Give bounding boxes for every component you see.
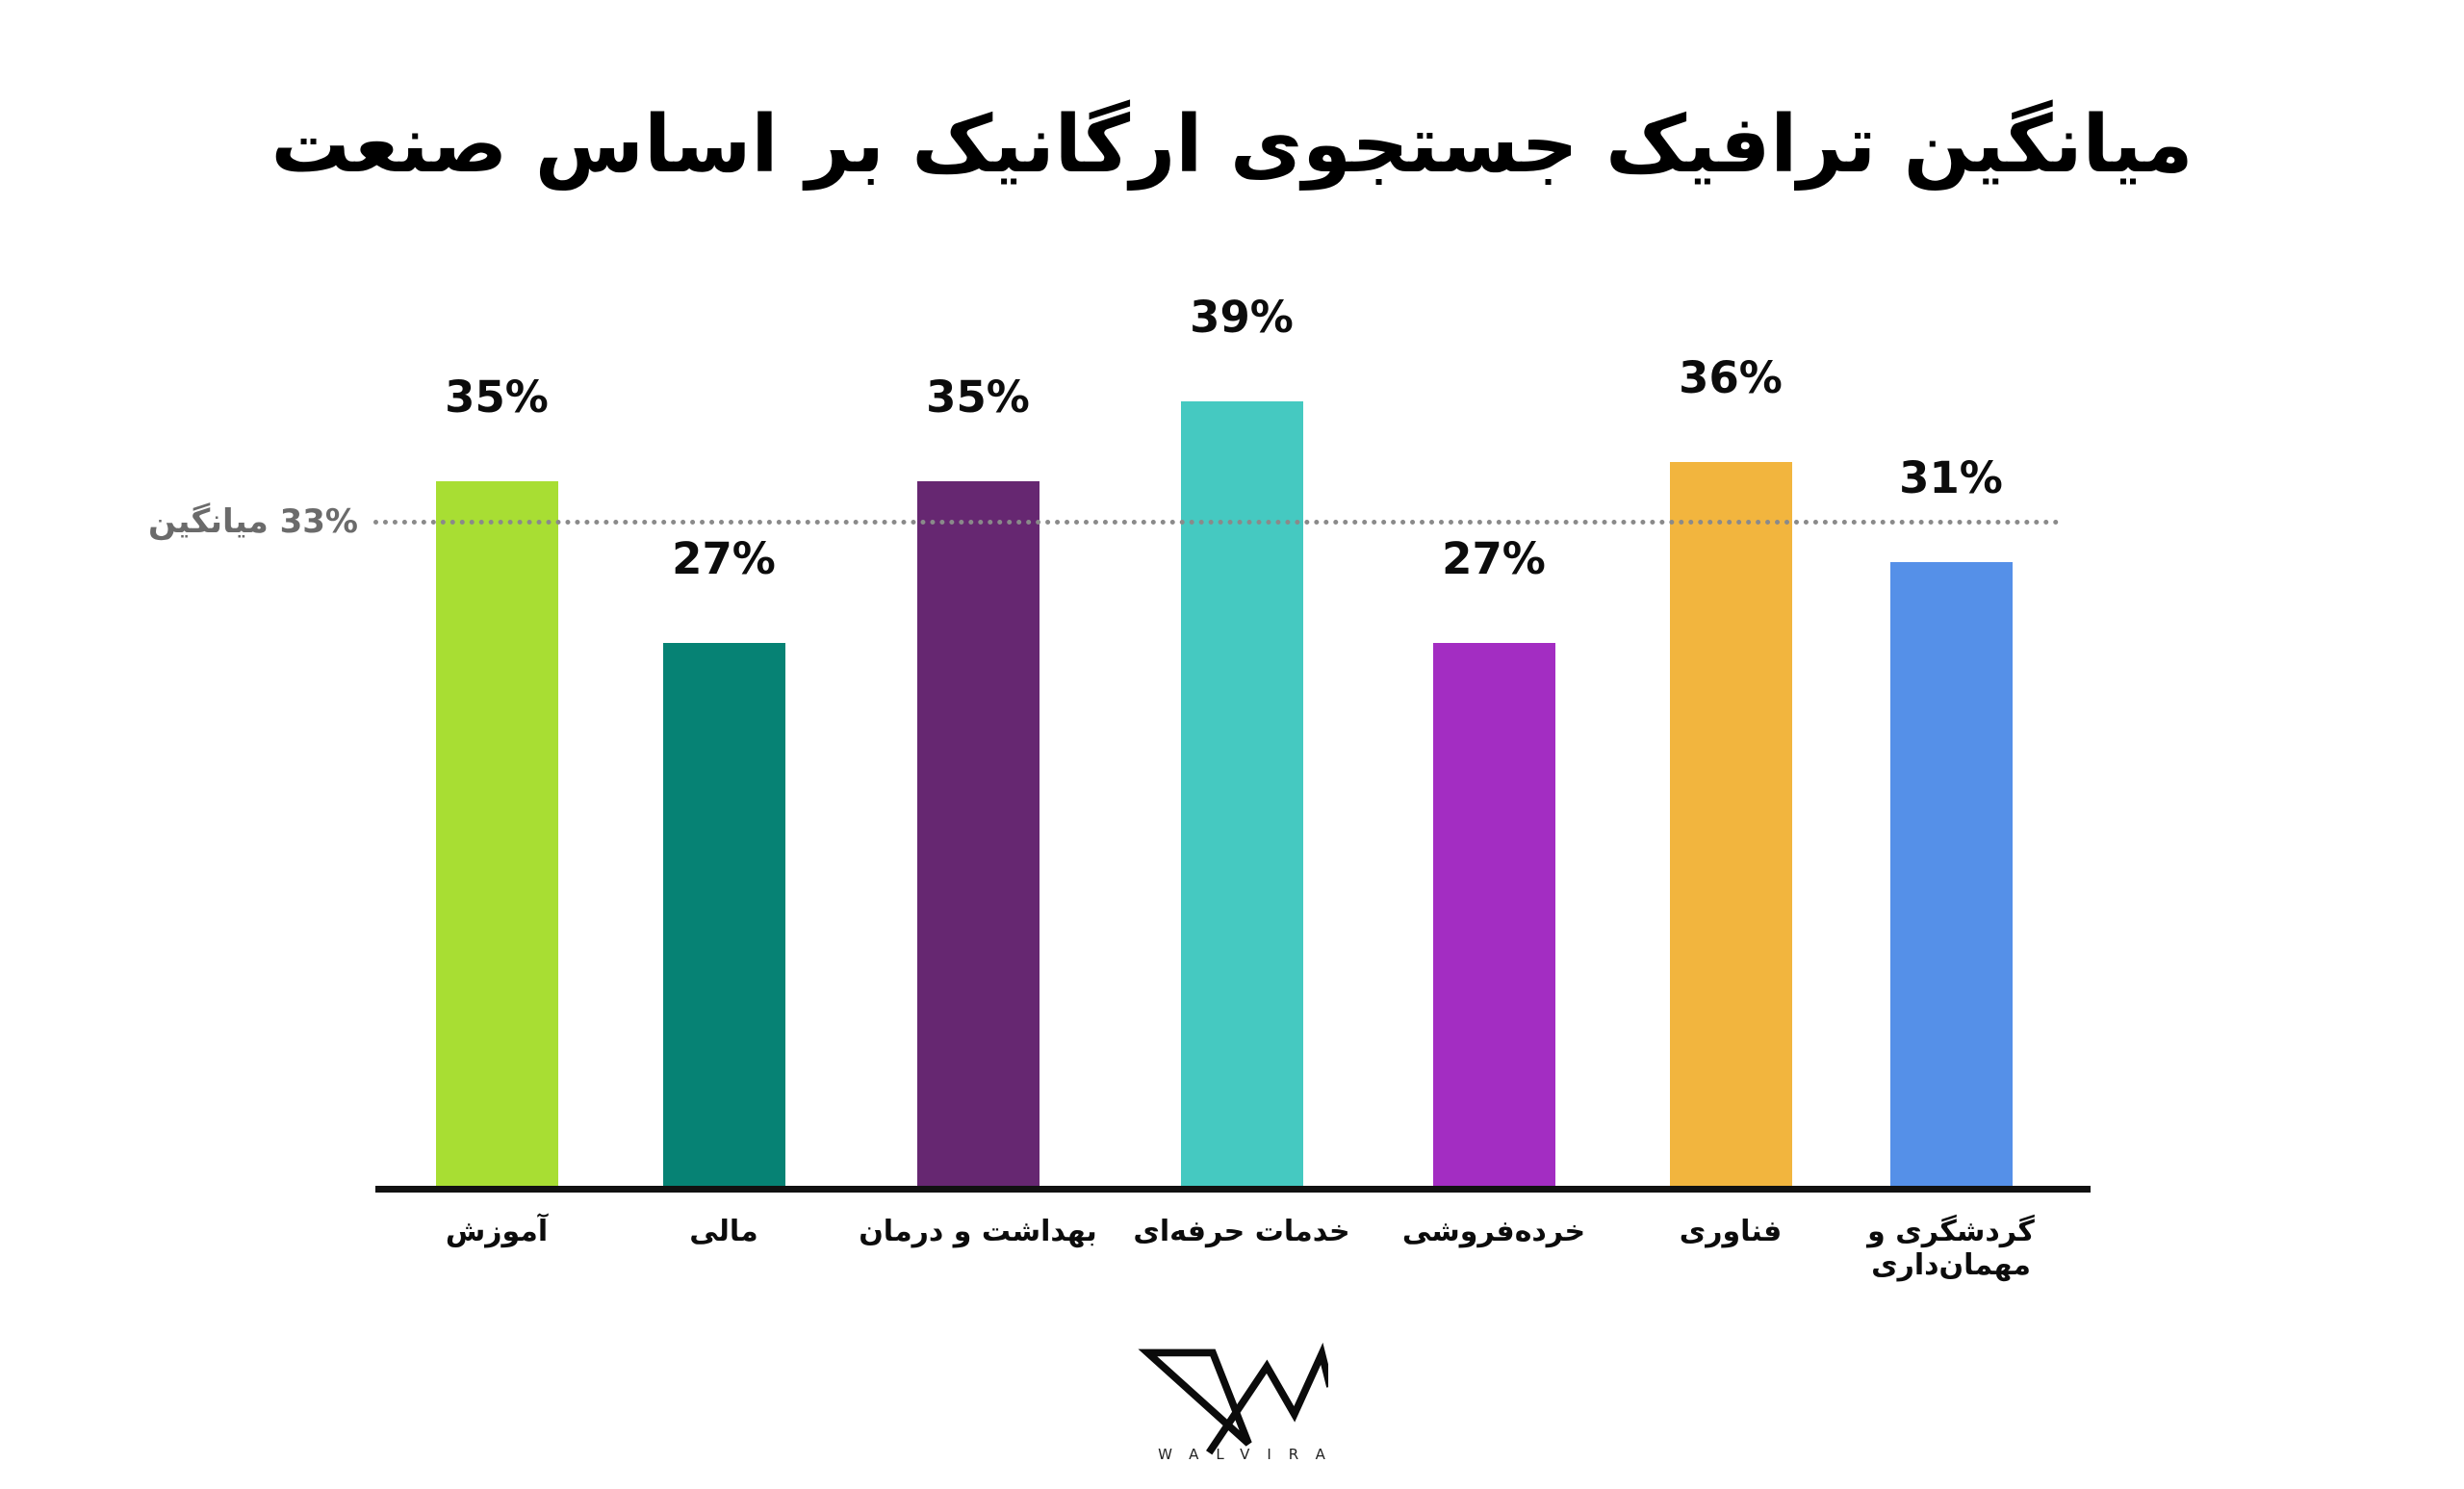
- bar-value-label-1: 35%: [445, 372, 549, 423]
- bar-2: [662, 643, 785, 1186]
- average-label: 33% میانگین: [148, 502, 358, 541]
- walvira-w-logo-icon: [1138, 1342, 1334, 1455]
- bar-category-label-1: آموزش: [445, 1215, 549, 1248]
- bar-value-label-6: 36%: [1679, 352, 1783, 403]
- chart-title: میانگین ترافیک جستجوی ارگانیک بر اساس صن…: [270, 98, 2194, 191]
- bar-1: [435, 481, 558, 1186]
- bar-category-label-5: خرده‌فروشی: [1401, 1215, 1586, 1248]
- bar-7: [1889, 562, 2013, 1186]
- bar-4: [1180, 401, 1303, 1186]
- brand-name: WALVIRA: [1158, 1446, 1343, 1463]
- bar-category-label-3: بهداشت و درمان: [859, 1215, 1097, 1248]
- bar-category-label-2: مالی: [689, 1215, 758, 1248]
- bar-value-label-5: 27%: [1442, 533, 1546, 584]
- bar-5: [1432, 643, 1555, 1186]
- bar-value-label-2: 27%: [672, 533, 776, 584]
- bar-category-label-4: خدمات حرفه‌ای: [1133, 1215, 1350, 1248]
- bar-category-label-7: گردشگری و مهمان‌داری: [1867, 1215, 2035, 1282]
- bar-category-label-6: فناوری: [1679, 1215, 1783, 1248]
- bar-value-label-7: 31%: [1899, 452, 2003, 503]
- x-axis-line: [375, 1186, 2091, 1193]
- walvira-logo: [1136, 1338, 1334, 1463]
- bar-6: [1669, 462, 1792, 1186]
- bar-value-label-3: 35%: [926, 372, 1030, 423]
- average-line: [373, 520, 2060, 525]
- bar-3: [916, 481, 1040, 1186]
- bar-value-label-4: 39%: [1190, 292, 1294, 343]
